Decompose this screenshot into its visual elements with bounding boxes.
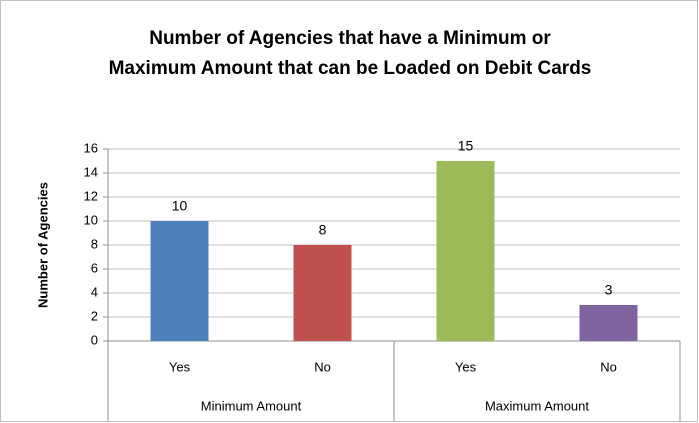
- x-tick-label: Yes: [169, 359, 191, 374]
- group-label: Maximum Amount: [485, 398, 589, 413]
- y-tick-label: 16: [84, 140, 98, 155]
- y-tick-label: 2: [91, 308, 98, 323]
- y-tick-label: 12: [84, 188, 98, 203]
- chart-title: Number of Agencies that have a Minimum o…: [108, 28, 592, 79]
- bar: [436, 161, 495, 341]
- group-label: Minimum Amount: [201, 398, 302, 413]
- data-label: 8: [319, 222, 327, 238]
- y-tick-label: 8: [91, 236, 98, 251]
- bar: [293, 245, 352, 341]
- y-axis-label: Number of Agencies: [35, 182, 50, 308]
- bar: [150, 221, 209, 341]
- y-tick-label: 14: [84, 164, 98, 179]
- data-label: 15: [458, 138, 474, 154]
- x-tick-label: No: [314, 359, 331, 374]
- y-tick-label: 0: [91, 332, 98, 347]
- y-tick-label: 4: [91, 284, 98, 299]
- data-label: 10: [172, 198, 188, 214]
- data-label: 3: [605, 282, 613, 298]
- y-tick-label: 6: [91, 260, 98, 275]
- bar: [579, 305, 638, 341]
- x-tick-label: No: [600, 359, 617, 374]
- x-tick-label: Yes: [455, 359, 477, 374]
- y-tick-label: 10: [84, 212, 98, 227]
